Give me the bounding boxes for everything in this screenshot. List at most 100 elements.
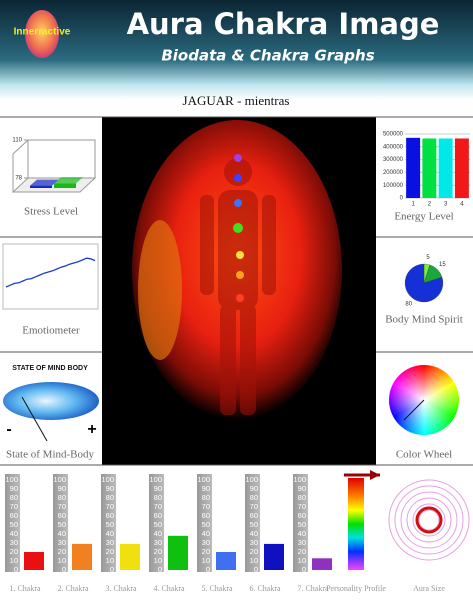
title: Aura Chakra Image <box>127 7 440 41</box>
logo-text: Innerractive <box>14 27 71 38</box>
y-tick-label: 90 <box>154 484 162 493</box>
y-tick-label: 60 <box>250 511 258 520</box>
y-tick-label: 70 <box>298 502 306 511</box>
bms-label: Body Mind Spirit <box>385 314 463 326</box>
y-tick-label: 100 <box>53 475 66 484</box>
y-tick-label: 80 <box>106 493 114 502</box>
aura-side <box>138 220 182 360</box>
y-tick-label: 80 <box>58 493 66 502</box>
bar <box>406 137 421 198</box>
y-tick-label: 40 <box>250 529 258 538</box>
panel-borders <box>0 116 473 466</box>
y-tick-label: 20 <box>10 547 18 556</box>
y-tick-label: 30 <box>154 538 162 547</box>
y-tick-label: 80 <box>10 493 18 502</box>
y-tick-label: 90 <box>250 484 258 493</box>
y-tick-label: 100 <box>5 475 18 484</box>
y-tick-label: 70 <box>58 502 66 511</box>
scale-column <box>5 474 20 572</box>
y-tick-label: 80 <box>298 493 306 502</box>
mind-plus: + <box>87 421 96 438</box>
x-tick-label: 3 <box>444 202 448 208</box>
y-tick-label: 40 <box>10 529 18 538</box>
mind-minus: - <box>6 421 11 438</box>
y-tick-label: 0 <box>254 565 258 574</box>
header-bg <box>0 0 473 100</box>
bar <box>120 543 140 570</box>
subtitle: Biodata & Chakra Graphs <box>161 47 374 65</box>
scale-column <box>245 474 260 572</box>
y-tick-label: 100 <box>245 475 258 484</box>
y-tick-label: 0 <box>158 565 162 574</box>
y-tick-label: 10 <box>202 556 210 565</box>
y-tick-label: 50 <box>106 520 114 529</box>
y-tick-label: 20 <box>58 547 66 556</box>
y-tick-label: 80 <box>202 493 210 502</box>
body-silhouette <box>200 158 276 415</box>
personality-label: Personality Profile <box>326 584 386 593</box>
y-tick-label: 30 <box>202 538 210 547</box>
y-tick-label: 70 <box>154 502 162 511</box>
bar <box>216 552 236 570</box>
bar <box>422 138 437 198</box>
subject: JAGUAR - mientras <box>183 93 290 108</box>
y-tick-label: 10 <box>106 556 114 565</box>
y-tick-label: 0 <box>302 565 306 574</box>
personality-arrow <box>370 470 380 480</box>
aura-size-label: Aura Size <box>413 584 445 593</box>
y-tick-label: 30 <box>10 538 18 547</box>
y-tick-label: 200000 <box>383 170 404 176</box>
x-tick-label: 1 <box>411 202 415 208</box>
pie-label: 15 <box>439 262 446 268</box>
y-tick-label: 90 <box>298 484 306 493</box>
y-tick-label: 80 <box>250 493 258 502</box>
mind-title: STATE OF MIND BODY <box>12 365 88 372</box>
y-tick-label: 40 <box>202 529 210 538</box>
y-tick-label: 80 <box>154 493 162 502</box>
line <box>5 257 96 288</box>
y-tick-label: 40 <box>106 529 114 538</box>
pie-label: 80 <box>405 302 412 308</box>
y-tick-label: 300000 <box>383 157 404 163</box>
bar <box>168 535 188 570</box>
scale-column <box>149 474 164 572</box>
y-tick-label: 20 <box>106 547 114 556</box>
emotiometer-label: Emotiometer <box>22 325 80 337</box>
chakra-label: 4. Chakra <box>153 584 185 593</box>
y-tick-label: 50 <box>298 520 306 529</box>
y-tick-label: 60 <box>10 511 18 520</box>
stress-label: Stress Level <box>24 206 78 218</box>
stress-frame <box>11 139 97 193</box>
y-tick-label: 10 <box>10 556 18 565</box>
pie-slice <box>404 263 444 303</box>
bar <box>30 185 52 188</box>
y-tick-label: 40 <box>298 529 306 538</box>
y-tick-label: 70 <box>250 502 258 511</box>
y-tick-label: 50 <box>202 520 210 529</box>
y-tick-label: 60 <box>154 511 162 520</box>
y-tick-label: 0 <box>400 196 404 202</box>
y-tick-label: 30 <box>106 538 114 547</box>
y-tick-label: 100 <box>197 475 210 484</box>
bar <box>312 558 332 570</box>
y-tick-label: 20 <box>154 547 162 556</box>
y-tick-label: 30 <box>58 538 66 547</box>
mind-label: State of Mind-Body <box>6 449 94 461</box>
bar-top <box>30 179 59 186</box>
y-tick-label: 90 <box>58 484 66 493</box>
bar-top <box>54 177 83 184</box>
x-tick-label: 2 <box>428 202 432 208</box>
y-tick-label: 20 <box>202 547 210 556</box>
emotiometer-frame <box>2 243 99 310</box>
y-tick-label: 40 <box>154 529 162 538</box>
chakra-label: 1. Chakra <box>9 584 41 593</box>
y-tick-label: 60 <box>298 511 306 520</box>
y-tick-label: 100000 <box>383 183 404 189</box>
y-tick-label: 0 <box>110 565 114 574</box>
wheel-label: Color Wheel <box>396 449 452 461</box>
y-tick-label: 400000 <box>383 144 404 150</box>
mind-needle <box>21 396 48 442</box>
personality-bar <box>348 478 364 570</box>
bar <box>454 138 469 198</box>
